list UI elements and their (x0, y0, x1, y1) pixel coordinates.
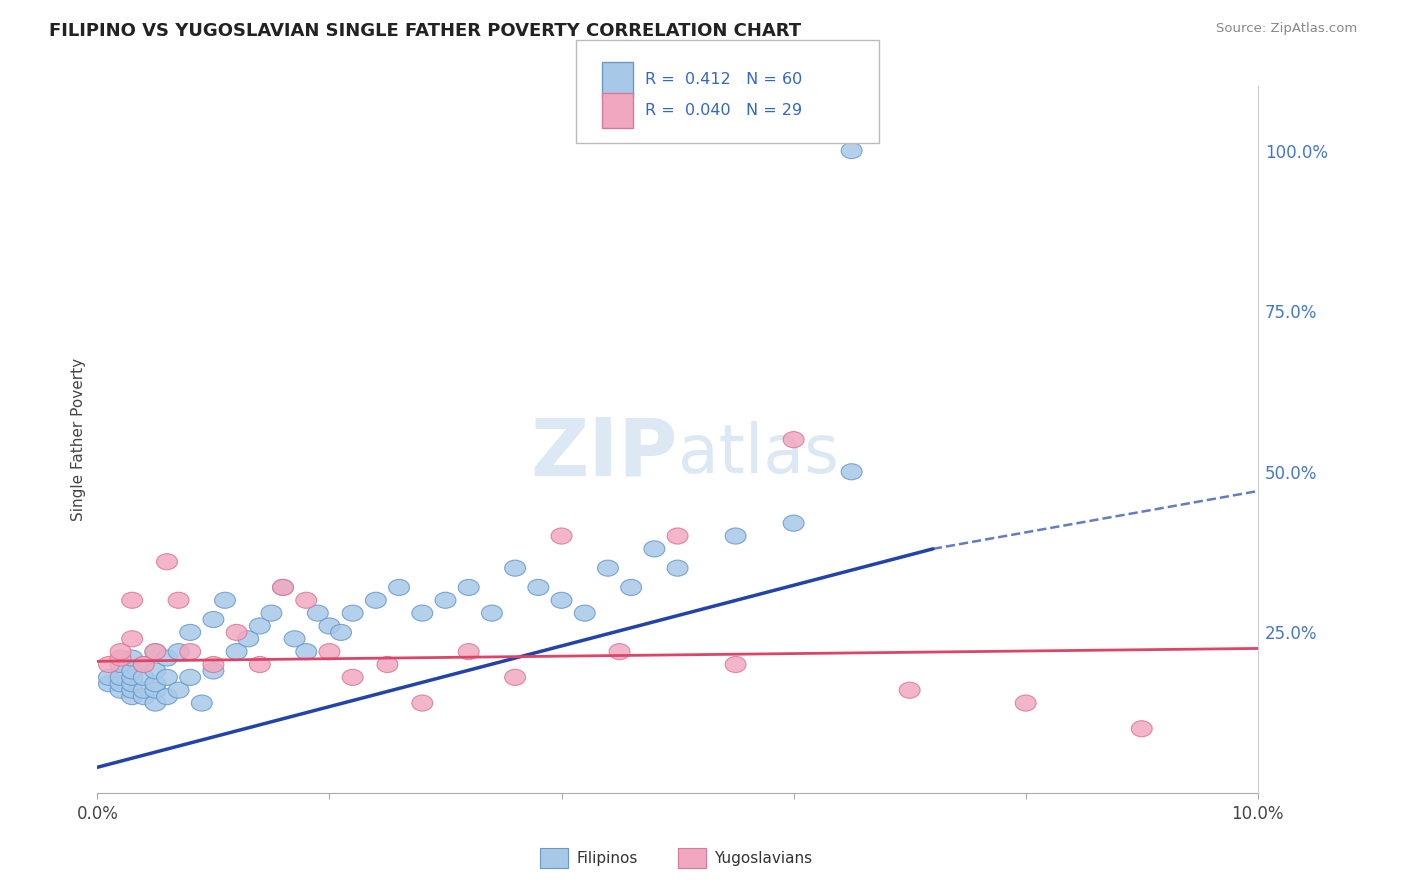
Ellipse shape (505, 560, 526, 576)
Ellipse shape (202, 612, 224, 628)
Ellipse shape (122, 650, 142, 666)
Ellipse shape (725, 528, 747, 544)
Ellipse shape (202, 657, 224, 673)
Ellipse shape (551, 528, 572, 544)
Ellipse shape (1015, 695, 1036, 711)
Ellipse shape (319, 618, 340, 634)
Text: atlas: atlas (678, 421, 838, 487)
Ellipse shape (284, 631, 305, 647)
Ellipse shape (145, 676, 166, 692)
Ellipse shape (98, 657, 120, 673)
Ellipse shape (122, 689, 142, 705)
Ellipse shape (388, 580, 409, 596)
Ellipse shape (110, 676, 131, 692)
Ellipse shape (666, 528, 688, 544)
Text: R =  0.040   N = 29: R = 0.040 N = 29 (645, 103, 803, 118)
Ellipse shape (110, 657, 131, 673)
Ellipse shape (262, 605, 281, 621)
Ellipse shape (551, 592, 572, 608)
Ellipse shape (110, 682, 131, 698)
Ellipse shape (169, 682, 188, 698)
Ellipse shape (644, 541, 665, 557)
Ellipse shape (295, 592, 316, 608)
Ellipse shape (156, 689, 177, 705)
Ellipse shape (620, 580, 641, 596)
Ellipse shape (156, 669, 177, 685)
Ellipse shape (319, 644, 340, 660)
Ellipse shape (725, 657, 747, 673)
Ellipse shape (134, 682, 155, 698)
Ellipse shape (308, 605, 328, 621)
Ellipse shape (505, 669, 526, 685)
Ellipse shape (481, 605, 502, 621)
Ellipse shape (156, 554, 177, 570)
Ellipse shape (145, 644, 166, 660)
Ellipse shape (295, 644, 316, 660)
Ellipse shape (134, 657, 155, 673)
Ellipse shape (122, 676, 142, 692)
Ellipse shape (249, 618, 270, 634)
Ellipse shape (609, 644, 630, 660)
Text: FILIPINO VS YUGOSLAVIAN SINGLE FATHER POVERTY CORRELATION CHART: FILIPINO VS YUGOSLAVIAN SINGLE FATHER PO… (49, 22, 801, 40)
Ellipse shape (122, 631, 142, 647)
Ellipse shape (215, 592, 235, 608)
Ellipse shape (169, 644, 188, 660)
Ellipse shape (434, 592, 456, 608)
Ellipse shape (226, 644, 247, 660)
Ellipse shape (412, 605, 433, 621)
Ellipse shape (110, 644, 131, 660)
Ellipse shape (458, 644, 479, 660)
Ellipse shape (900, 682, 920, 698)
Ellipse shape (249, 657, 270, 673)
Ellipse shape (377, 657, 398, 673)
Ellipse shape (226, 624, 247, 640)
Ellipse shape (202, 663, 224, 679)
Ellipse shape (342, 605, 363, 621)
Ellipse shape (134, 689, 155, 705)
Ellipse shape (527, 580, 548, 596)
Ellipse shape (122, 669, 142, 685)
Ellipse shape (134, 657, 155, 673)
Ellipse shape (841, 143, 862, 159)
Ellipse shape (783, 432, 804, 448)
Ellipse shape (783, 516, 804, 532)
Ellipse shape (342, 669, 363, 685)
Text: R =  0.412   N = 60: R = 0.412 N = 60 (645, 72, 803, 87)
Ellipse shape (366, 592, 387, 608)
Text: ZIP: ZIP (530, 415, 678, 492)
Text: Yugoslavians: Yugoslavians (714, 851, 813, 865)
Y-axis label: Single Father Poverty: Single Father Poverty (72, 358, 86, 521)
Text: Source: ZipAtlas.com: Source: ZipAtlas.com (1216, 22, 1357, 36)
Ellipse shape (180, 644, 201, 660)
Ellipse shape (841, 464, 862, 480)
Ellipse shape (122, 663, 142, 679)
Ellipse shape (458, 580, 479, 596)
Ellipse shape (666, 560, 688, 576)
Ellipse shape (122, 682, 142, 698)
Ellipse shape (145, 644, 166, 660)
Ellipse shape (330, 624, 352, 640)
Ellipse shape (156, 650, 177, 666)
Ellipse shape (169, 592, 188, 608)
Ellipse shape (98, 669, 120, 685)
Ellipse shape (180, 624, 201, 640)
Ellipse shape (574, 605, 595, 621)
Ellipse shape (598, 560, 619, 576)
Ellipse shape (145, 663, 166, 679)
Text: Filipinos: Filipinos (576, 851, 638, 865)
Ellipse shape (145, 695, 166, 711)
Ellipse shape (110, 669, 131, 685)
Ellipse shape (273, 580, 294, 596)
Ellipse shape (191, 695, 212, 711)
Ellipse shape (238, 631, 259, 647)
Ellipse shape (145, 682, 166, 698)
Ellipse shape (98, 676, 120, 692)
Ellipse shape (273, 580, 294, 596)
Ellipse shape (134, 669, 155, 685)
Ellipse shape (110, 650, 131, 666)
Ellipse shape (412, 695, 433, 711)
Ellipse shape (180, 669, 201, 685)
Ellipse shape (1132, 721, 1152, 737)
Ellipse shape (122, 592, 142, 608)
